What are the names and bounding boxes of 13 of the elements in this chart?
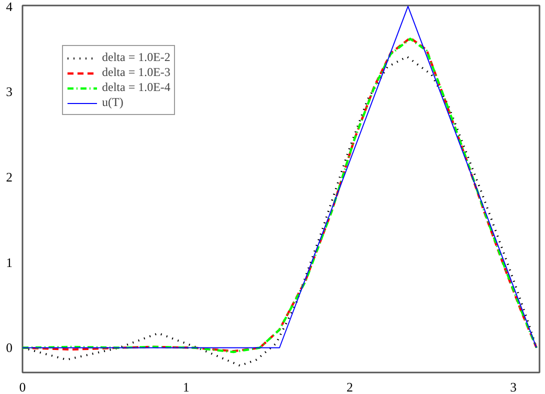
x-tick-label: 3 — [510, 380, 517, 394]
legend-label: u(T) — [102, 95, 124, 110]
y-tick-label: 1 — [6, 254, 12, 270]
y-tick-label: 0 — [6, 340, 12, 356]
x-tick-label: 0 — [19, 380, 26, 394]
x-tick-label: 1 — [182, 380, 190, 394]
y-tick-label: 4 — [6, 0, 13, 14]
legend-label: delta = 1.0E-2 — [102, 50, 170, 65]
y-tick-label: 2 — [6, 170, 12, 185]
legend-label: delta = 1.0E-3 — [102, 65, 170, 80]
x-tick-label: 2 — [346, 380, 353, 394]
y-tick-label: 3 — [6, 84, 12, 100]
legend-label: delta = 1.0E-4 — [102, 80, 170, 95]
